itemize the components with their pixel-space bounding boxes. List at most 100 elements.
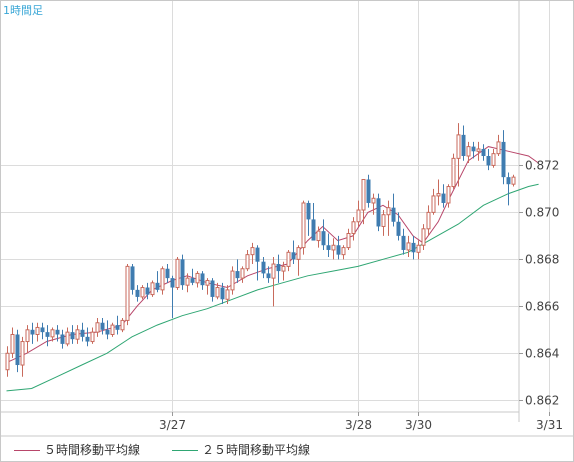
candle-up [185,273,190,293]
legend: ５時間移動平均線 ２５時間移動平均線 [0,436,572,460]
candle-body [491,153,496,166]
candle-up [346,228,351,250]
candle-body [511,176,516,185]
candle-body [15,334,20,366]
candle-body [120,319,125,331]
candle-down [55,325,60,342]
candle-down [15,329,20,373]
candle-body [5,352,10,371]
candle-up [511,174,516,187]
candle-up [225,285,230,304]
ma25-line-layer [6,183,539,392]
candle-body [150,282,155,296]
candle-body [10,333,15,354]
ma5-swatch [14,450,40,451]
candle-body [135,289,140,297]
candle-down [326,233,331,257]
candle-up [10,327,15,358]
candle-body [185,277,190,286]
candle-up [351,217,356,241]
candle-up [466,141,471,164]
candle-body [456,134,461,159]
candle-body [110,324,115,335]
candle-body [65,331,70,345]
candle-up [120,318,125,333]
candle-down [261,256,266,279]
candle-body [381,214,386,227]
candle-body [255,247,260,262]
candle-body [70,332,75,340]
candle-body [441,193,446,203]
candle-body [376,198,381,227]
candle-body [501,141,506,178]
candle-body [366,179,371,203]
candle-up [5,346,10,377]
candle-up [421,224,426,250]
candle-body [30,329,35,335]
x-tick-label: 3/31 [536,418,563,432]
candle-body [125,265,130,321]
x-tick-label: 3/27 [159,418,186,432]
candle-body [326,245,331,250]
candle-down [165,264,170,283]
candle-body [426,211,431,230]
candle-up [316,226,321,248]
candle-body [215,287,220,298]
candle-body [296,247,301,260]
candle-down [321,219,326,250]
candle-up [496,134,501,157]
candle-body [100,322,105,330]
y-tick-label: 0.864 [525,347,559,361]
candle-body [266,273,271,279]
x-axis-labels: 3/27 3/28 3/30 3/31 [159,412,563,432]
candle-body [250,247,255,256]
candle-up [451,153,456,189]
candle-down [471,141,476,159]
candle-body [356,209,361,223]
candle-body [371,197,376,204]
candle-body [276,264,281,272]
candle-down [60,329,65,349]
candle-down [506,172,511,206]
ma25-legend-label: ２５時間移動平均線 [202,443,311,457]
candle-body [75,329,80,340]
candle-body [140,287,145,298]
y-tick-label: 0.862 [525,394,559,408]
candle-down [190,268,195,286]
candle-down [45,325,50,347]
candle-body [165,268,170,279]
candle-down [441,184,446,208]
candle-body [351,221,356,235]
candle-up [436,179,441,206]
candle-body [261,261,266,274]
candle-down [210,278,215,302]
candle-down [130,264,135,295]
candle-body [115,325,120,330]
candle-body [60,334,65,344]
candle-down [70,325,75,344]
ma5-legend-label: ５時間移動平均線 [44,443,141,457]
candle-up [125,264,130,326]
candle-body [386,207,391,216]
candle-body [190,278,195,283]
candle-up [301,200,306,255]
candle-down [40,322,45,340]
candle-body [175,258,180,289]
candle-body [200,273,205,286]
candle-body [286,251,291,267]
candle-down [376,193,381,232]
candle-body [45,332,50,337]
candle-up [426,205,431,236]
legend-item-ma25: ２５時間移動平均線 [172,441,310,458]
candle-body [160,268,165,291]
candle-down [180,254,185,290]
grid-lines [0,0,574,437]
y-tick-label: 0.870 [525,206,559,220]
x-tick-label: 3/30 [405,418,432,432]
candle-down [170,275,175,319]
candle-up [331,238,336,260]
candle-up [491,148,496,168]
candle-up [406,235,411,257]
candle-body [35,326,40,335]
